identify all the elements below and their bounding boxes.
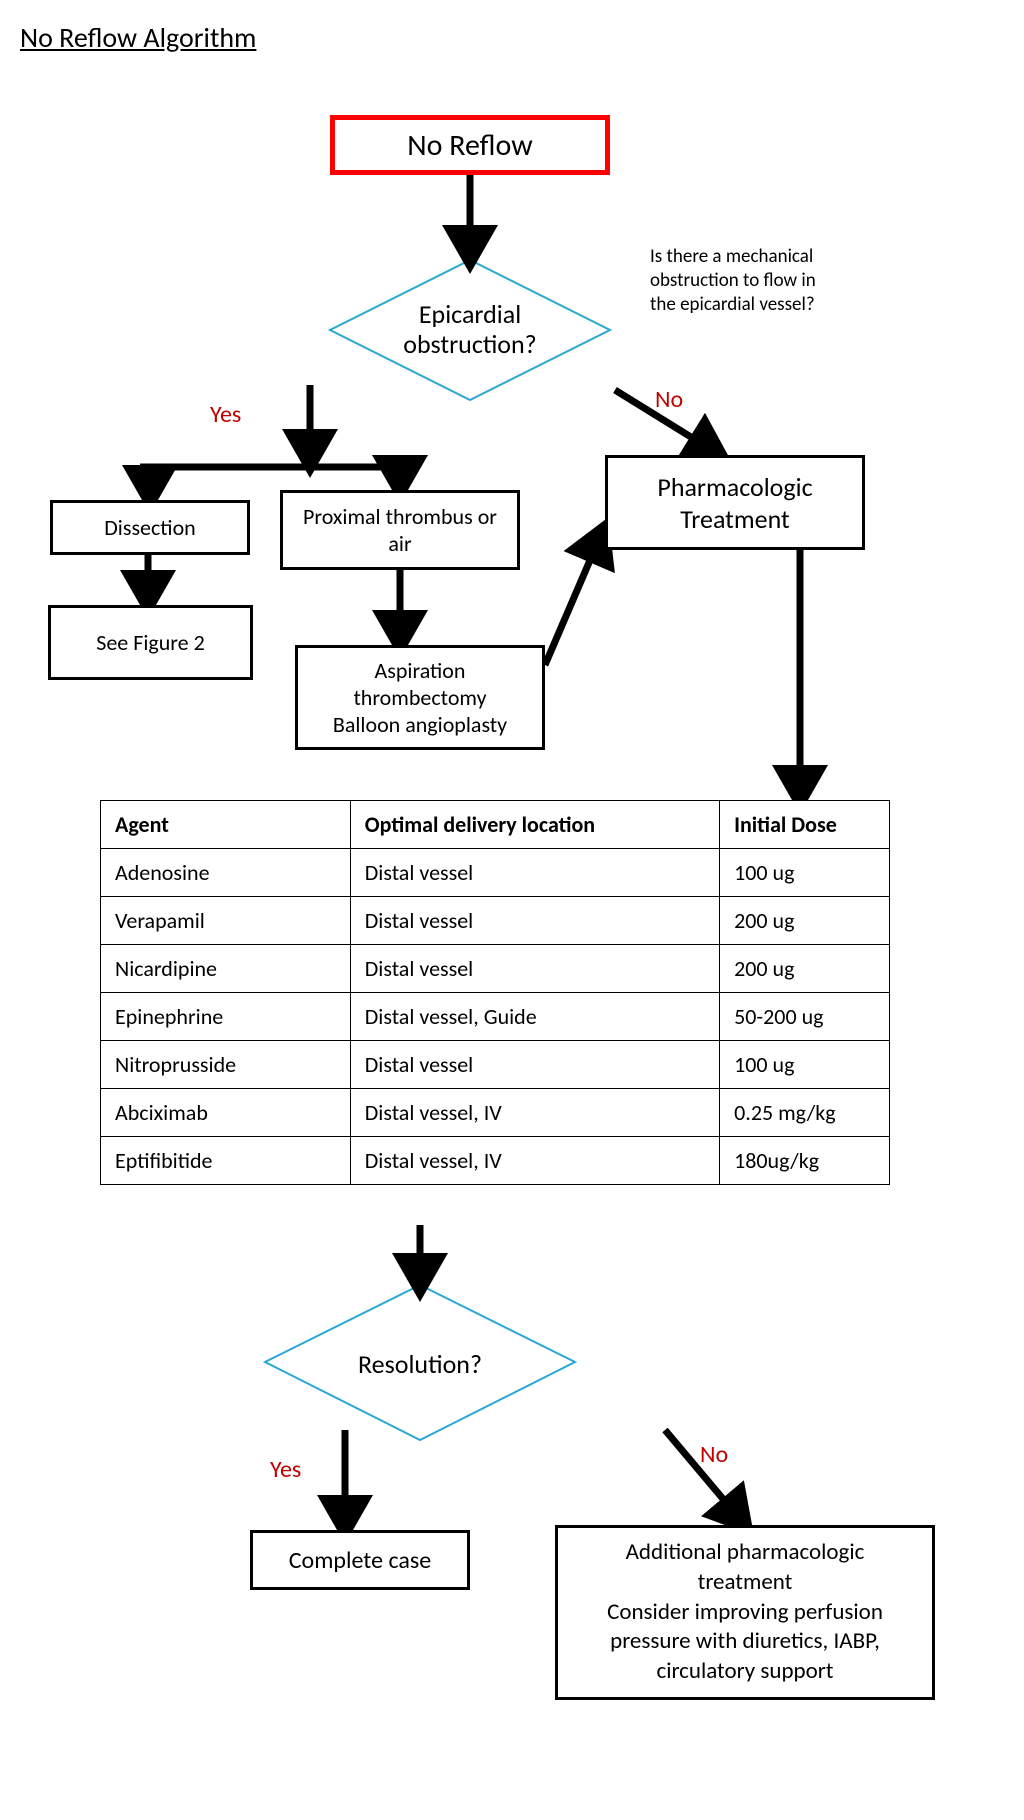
table-header-row: Agent Optimal delivery location Initial … [101,801,890,849]
page: No Reflow Algorithm No Reflow Epicardial… [0,0,1024,1820]
table-row: NitroprussideDistal vessel100 ug [101,1041,890,1089]
table-cell: Distal vessel [350,1041,719,1089]
decision-1-label: Epicardial obstruction? [395,300,545,360]
table-cell: Distal vessel, Guide [350,993,719,1041]
table-cell: 100 ug [720,1041,890,1089]
table-row: EptifibitideDistal vessel, IV180ug/kg [101,1137,890,1185]
table-cell: 200 ug [720,945,890,993]
decision-2-label: Resolution? [355,1348,485,1380]
see-figure-box: See Figure 2 [48,605,253,680]
pharmacologic-box: Pharmacologic Treatment [605,455,865,550]
no-label-2: No [700,1440,728,1469]
table-row: VerapamilDistal vessel200 ug [101,897,890,945]
table-row: EpinephrineDistal vessel, Guide50-200 ug [101,993,890,1041]
page-title: No Reflow Algorithm [20,20,256,55]
table-cell: 50-200 ug [720,993,890,1041]
arrow-aspiration-to-pharm [545,530,603,665]
yes-label-1: Yes [210,400,241,429]
table-cell: Abciximab [101,1089,351,1137]
table-cell: Verapamil [101,897,351,945]
proximal-thrombus-box: Proximal thrombus or air [280,490,520,570]
dissection-box: Dissection [50,500,250,555]
aspiration-box: Aspiration thrombectomy Balloon angiopla… [295,645,545,750]
yes-label-2: Yes [270,1455,301,1484]
table-cell: 0.25 mg/kg [720,1089,890,1137]
table-cell: 200 ug [720,897,890,945]
additional-treatment-box: Additional pharmacologic treatment Consi… [555,1525,935,1700]
table-cell: Distal vessel [350,849,719,897]
mechanical-note: Is there a mechanical obstruction to flo… [650,245,880,316]
table-cell: Adenosine [101,849,351,897]
table-row: NicardipineDistal vessel200 ug [101,945,890,993]
table-cell: Nitroprusside [101,1041,351,1089]
start-box: No Reflow [330,115,610,175]
table-cell: Eptifibitide [101,1137,351,1185]
table-cell: Distal vessel [350,945,719,993]
table-row: AdenosineDistal vessel100 ug [101,849,890,897]
table-row: AbciximabDistal vessel, IV0.25 mg/kg [101,1089,890,1137]
table-cell: Nicardipine [101,945,351,993]
table-cell: Distal vessel, IV [350,1089,719,1137]
table-cell: Distal vessel [350,897,719,945]
complete-case-box: Complete case [250,1530,470,1590]
col-dose: Initial Dose [720,801,890,849]
col-agent: Agent [101,801,351,849]
no-label-1: No [655,385,683,414]
col-location: Optimal delivery location [350,801,719,849]
table-cell: 100 ug [720,849,890,897]
agents-table: Agent Optimal delivery location Initial … [100,800,890,1185]
table-cell: Distal vessel, IV [350,1137,719,1185]
table-cell: 180ug/kg [720,1137,890,1185]
table-cell: Epinephrine [101,993,351,1041]
